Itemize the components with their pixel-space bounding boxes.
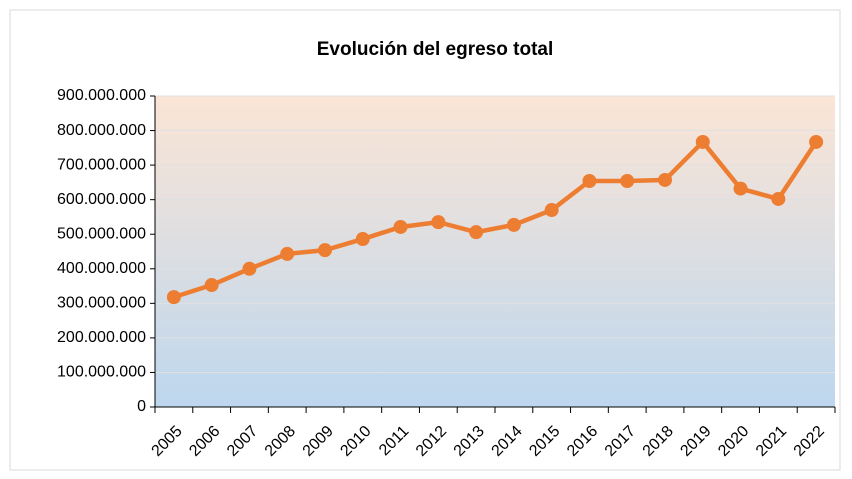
y-tick-label: 900.000.000: [57, 87, 146, 104]
point: [658, 172, 672, 187]
point: [280, 246, 295, 261]
y-tick-label: 600.000.000: [57, 191, 146, 208]
point: [204, 278, 219, 293]
point: [771, 191, 786, 206]
y-tick-label: 300.000.000: [57, 295, 146, 312]
y-tick-label: 200.000.000: [57, 329, 146, 346]
point: [695, 134, 710, 149]
point: [809, 134, 824, 149]
point: [620, 174, 635, 189]
y-tick-label: 0: [137, 398, 146, 415]
y-tick-label: 700.000.000: [57, 156, 146, 173]
point: [393, 219, 408, 234]
plot-area: [155, 96, 835, 407]
y-tick-label: 800.000.000: [57, 122, 146, 139]
point: [355, 232, 370, 247]
point: [506, 217, 521, 232]
y-tick-label: 500.000.000: [57, 225, 146, 242]
point: [733, 181, 748, 196]
point: [544, 203, 559, 218]
chart-title: Evolución del egreso total: [317, 39, 554, 60]
point: [242, 261, 257, 276]
point: [582, 174, 597, 189]
point: [166, 290, 181, 305]
point: [431, 215, 446, 230]
point: [469, 225, 484, 240]
y-tick-label: 100.000.000: [57, 364, 146, 381]
point: [318, 243, 332, 258]
y-tick-label: 400.000.000: [57, 260, 146, 277]
